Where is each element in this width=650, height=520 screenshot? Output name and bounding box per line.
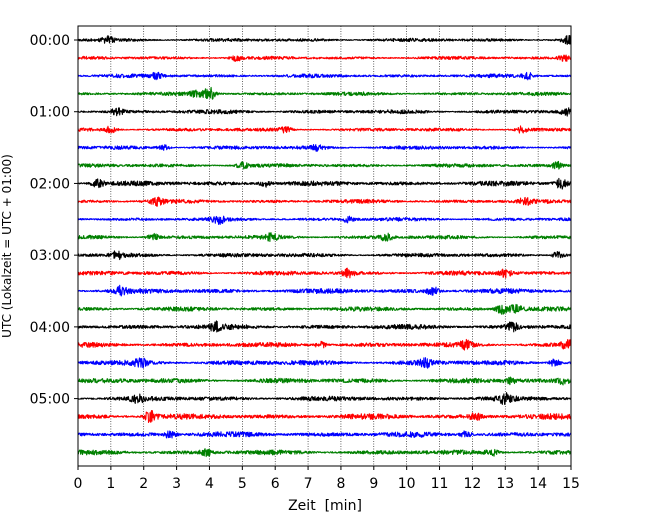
plot-frame (77, 25, 572, 467)
y-tick-label: 05:00 (30, 392, 70, 408)
seismic-trace-0300 (77, 250, 572, 261)
x-tick-label: 3 (172, 476, 181, 492)
seismic-trace-0230 (77, 215, 572, 225)
y-tick-label: 02:00 (30, 176, 70, 192)
seismic-trace-0330 (77, 284, 572, 297)
x-tick-label: 6 (271, 476, 280, 492)
seismic-traces (77, 34, 572, 458)
x-axis-title: Zeit [min] (288, 498, 362, 514)
x-tick-label: 1 (106, 476, 115, 492)
seismic-trace-0245 (77, 232, 572, 242)
x-tick-label: 2 (139, 476, 148, 492)
x-tick-label: 5 (238, 476, 247, 492)
x-tick-label: 9 (369, 476, 378, 492)
x-tick-label: 10 (398, 476, 416, 492)
seismic-trace-0200 (77, 177, 572, 190)
x-tick-label: 15 (562, 476, 580, 492)
seismic-trace-0500 (77, 392, 572, 406)
seismic-trace-0430 (77, 357, 572, 369)
y-tick-label: 00:00 (30, 33, 70, 49)
x-tick-label: 11 (431, 476, 449, 492)
y-axis: 00:00 01:00 02:00 03:00 04:00 05:00 (30, 33, 78, 408)
y-tick-label: 01:00 (30, 105, 70, 121)
x-tick-label: 8 (336, 476, 345, 492)
seismic-trace-0045 (77, 86, 572, 100)
seismic-trace-0415 (77, 338, 572, 351)
seismic-trace-0000 (77, 34, 572, 46)
seismic-trace-0100 (77, 107, 572, 117)
x-tick-label: 14 (529, 476, 547, 492)
seismic-trace-0145 (77, 160, 572, 170)
seismic-trace-0545 (77, 448, 572, 458)
seismic-trace-0030 (77, 71, 572, 81)
x-tick-label: 7 (304, 476, 313, 492)
y-tick-label: 04:00 (30, 320, 70, 336)
y-axis-title: UTC (Lokalzeit = UTC + 01:00) (0, 154, 14, 338)
seismic-trace-0115 (77, 125, 572, 134)
x-tick-label: 12 (463, 476, 481, 492)
seismic-trace-0445 (77, 376, 572, 386)
seismic-trace-0130 (77, 144, 572, 152)
seismic-trace-0315 (77, 267, 572, 279)
seismic-trace-0345 (77, 303, 572, 315)
x-tick-label: 0 (74, 476, 83, 492)
x-tick-label: 4 (205, 476, 214, 492)
seismic-trace-0400 (77, 320, 572, 333)
x-tick-label: 13 (496, 476, 514, 492)
x-axis: 0 1 2 3 4 5 6 7 8 9 10 11 12 13 14 15 (74, 466, 580, 492)
seismic-trace-0515 (77, 409, 572, 424)
seismic-trace-0015 (77, 54, 572, 62)
y-tick-label: 03:00 (30, 248, 70, 264)
grid (110, 26, 539, 466)
seismic-trace-0530 (77, 430, 572, 439)
seismic-trace-0215 (77, 196, 572, 207)
